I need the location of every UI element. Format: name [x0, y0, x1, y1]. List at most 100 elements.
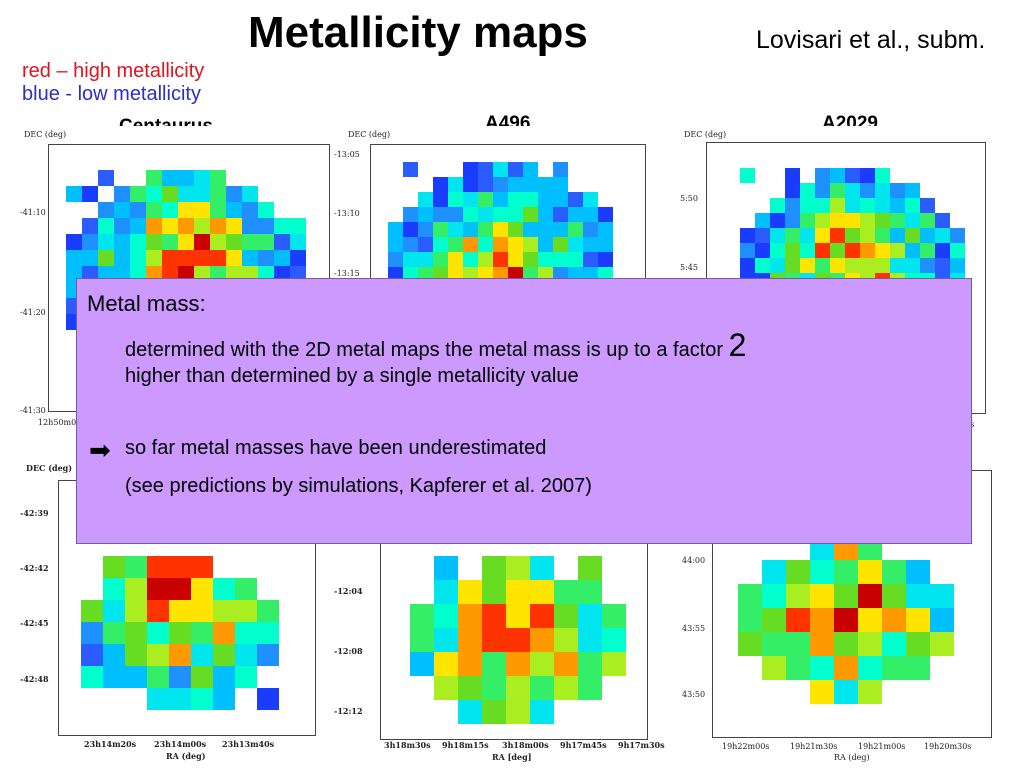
map-pixel — [458, 628, 482, 652]
map-pixel — [458, 652, 482, 676]
map-pixel — [950, 228, 965, 243]
map-pixel — [463, 207, 478, 222]
map-pixel — [755, 213, 770, 228]
map-pixel — [506, 556, 530, 580]
map-pixel — [448, 207, 463, 222]
map-pixel — [463, 237, 478, 252]
map-pixel — [508, 177, 523, 192]
map-pixel — [530, 652, 554, 676]
map-pixel — [523, 252, 538, 267]
map-pixel — [523, 192, 538, 207]
map-pixel — [235, 600, 257, 622]
map-pixel — [194, 250, 210, 266]
y-tick: -41:10 — [20, 208, 46, 217]
map-pixel — [738, 632, 762, 656]
callout-line-1: determined with the 2D metal maps the me… — [125, 327, 746, 364]
map-pixel — [875, 168, 890, 183]
map-pixel — [905, 183, 920, 198]
map-pixel — [554, 652, 578, 676]
map-pixel — [210, 186, 226, 202]
map-pixel — [178, 170, 194, 186]
y-tick: -42:45 — [20, 618, 49, 628]
map-pixel — [905, 228, 920, 243]
map-pixel — [508, 162, 523, 177]
map-pixel — [770, 213, 785, 228]
map-pixel — [191, 578, 213, 600]
map-pixel — [785, 168, 800, 183]
map-pixel — [906, 656, 930, 680]
map-pixel — [882, 584, 906, 608]
map-pixel — [242, 218, 258, 234]
map-pixel — [448, 237, 463, 252]
map-pixel — [920, 228, 935, 243]
map-pixel — [125, 600, 147, 622]
map-pixel — [950, 243, 965, 258]
map-pixel — [210, 250, 226, 266]
x-tick: 3h18m00s — [502, 740, 549, 750]
map-pixel — [146, 202, 162, 218]
map-pixel — [538, 237, 553, 252]
map-pixel — [191, 688, 213, 710]
map-pixel — [146, 186, 162, 202]
callout-line-1-text: determined with the 2D metal maps the me… — [125, 339, 724, 361]
map-pixel — [448, 222, 463, 237]
map-pixel — [905, 198, 920, 213]
map-pixel — [740, 228, 755, 243]
map-pixel — [538, 252, 553, 267]
map-pixel — [583, 252, 598, 267]
map-pixel — [602, 652, 626, 676]
map-pixel — [578, 604, 602, 628]
map-pixel — [478, 177, 493, 192]
map-pixel — [258, 234, 274, 250]
map-pixel — [815, 213, 830, 228]
map-pixel — [930, 584, 954, 608]
map-pixel — [114, 202, 130, 218]
map-pixel — [905, 243, 920, 258]
metal-mass-callout: Metal mass: determined with the 2D metal… — [76, 278, 972, 544]
map-pixel — [740, 258, 755, 273]
map-pixel — [162, 186, 178, 202]
map-pixel — [82, 186, 98, 202]
map-pixel — [920, 258, 935, 273]
map-pixel — [213, 666, 235, 688]
map-pixel — [169, 600, 191, 622]
x-tick: 9h18m15s — [442, 740, 489, 750]
map-pixel — [169, 644, 191, 666]
map-pixel — [882, 560, 906, 584]
map-pixel — [786, 584, 810, 608]
map-pixel — [578, 652, 602, 676]
y-tick: 44:00 — [682, 556, 706, 565]
map-pixel — [493, 237, 508, 252]
x-tick: 23h14m00s — [154, 739, 207, 749]
map-pixel — [226, 234, 242, 250]
map-pixel — [800, 198, 815, 213]
map-pixel — [82, 218, 98, 234]
map-pixel — [226, 218, 242, 234]
map-pixel — [125, 622, 147, 644]
map-pixel — [418, 222, 433, 237]
map-pixel — [882, 608, 906, 632]
map-pixel — [530, 580, 554, 604]
map-pixel — [418, 207, 433, 222]
map-pixel — [493, 192, 508, 207]
map-pixel — [463, 162, 478, 177]
map-pixel — [81, 644, 103, 666]
map-pixel — [388, 252, 403, 267]
map-pixel — [290, 218, 306, 234]
map-pixel — [830, 168, 845, 183]
map-pixel — [162, 234, 178, 250]
map-pixel — [147, 666, 169, 688]
map-pixel — [834, 560, 858, 584]
map-pixel — [210, 218, 226, 234]
map-pixel — [800, 183, 815, 198]
y-tick: -41:30 — [20, 406, 46, 415]
map-pixel — [147, 688, 169, 710]
map-pixel — [578, 628, 602, 652]
map-pixel — [810, 680, 834, 704]
dec-axis-title: DEC (deg) — [348, 130, 391, 139]
map-pixel — [830, 243, 845, 258]
ra-axis-title: RA [deg] — [492, 752, 532, 762]
map-pixel — [403, 252, 418, 267]
x-tick: 23h13m40s — [222, 739, 275, 749]
map-pixel — [523, 162, 538, 177]
